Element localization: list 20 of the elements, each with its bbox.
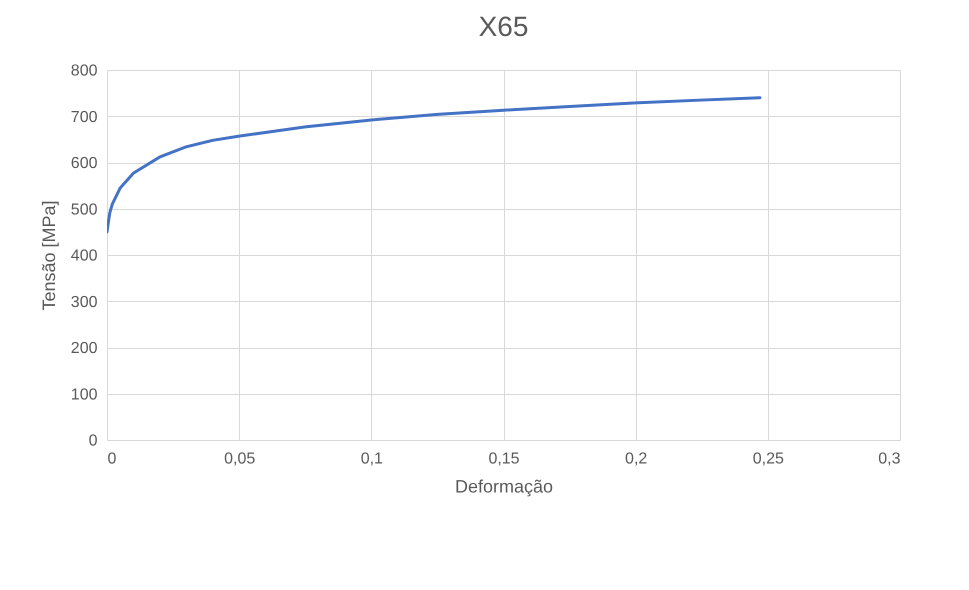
line-series — [107, 96, 762, 234]
y-tick-label: 300 — [70, 294, 98, 311]
x-tick-label: 0,25 — [752, 450, 784, 468]
x-tick-label: 0,1 — [360, 450, 384, 468]
y-tick-label: 500 — [70, 201, 98, 218]
x-tick-label: 0,2 — [625, 450, 648, 468]
x-axis-title: Deformação — [454, 476, 554, 496]
x-tick-label: 0 — [108, 450, 116, 468]
y-tick-label: 100 — [70, 386, 98, 404]
y-tick-label: 800 — [70, 62, 98, 80]
x-tick-label: 0,05 — [224, 450, 256, 468]
x-tick-label: 0,3 — [878, 450, 901, 468]
y-axis-title: Tensão [MPa] — [38, 200, 59, 311]
y-tick-label: 400 — [70, 248, 98, 264]
y-tick-label: 0 — [88, 432, 98, 450]
y-tick-label: 700 — [70, 108, 98, 126]
y-tick-label: 600 — [70, 155, 98, 172]
x-tick-label: 0,15 — [488, 450, 520, 468]
chart-title: X65 — [478, 11, 528, 42]
y-tick-label: 200 — [70, 340, 98, 357]
